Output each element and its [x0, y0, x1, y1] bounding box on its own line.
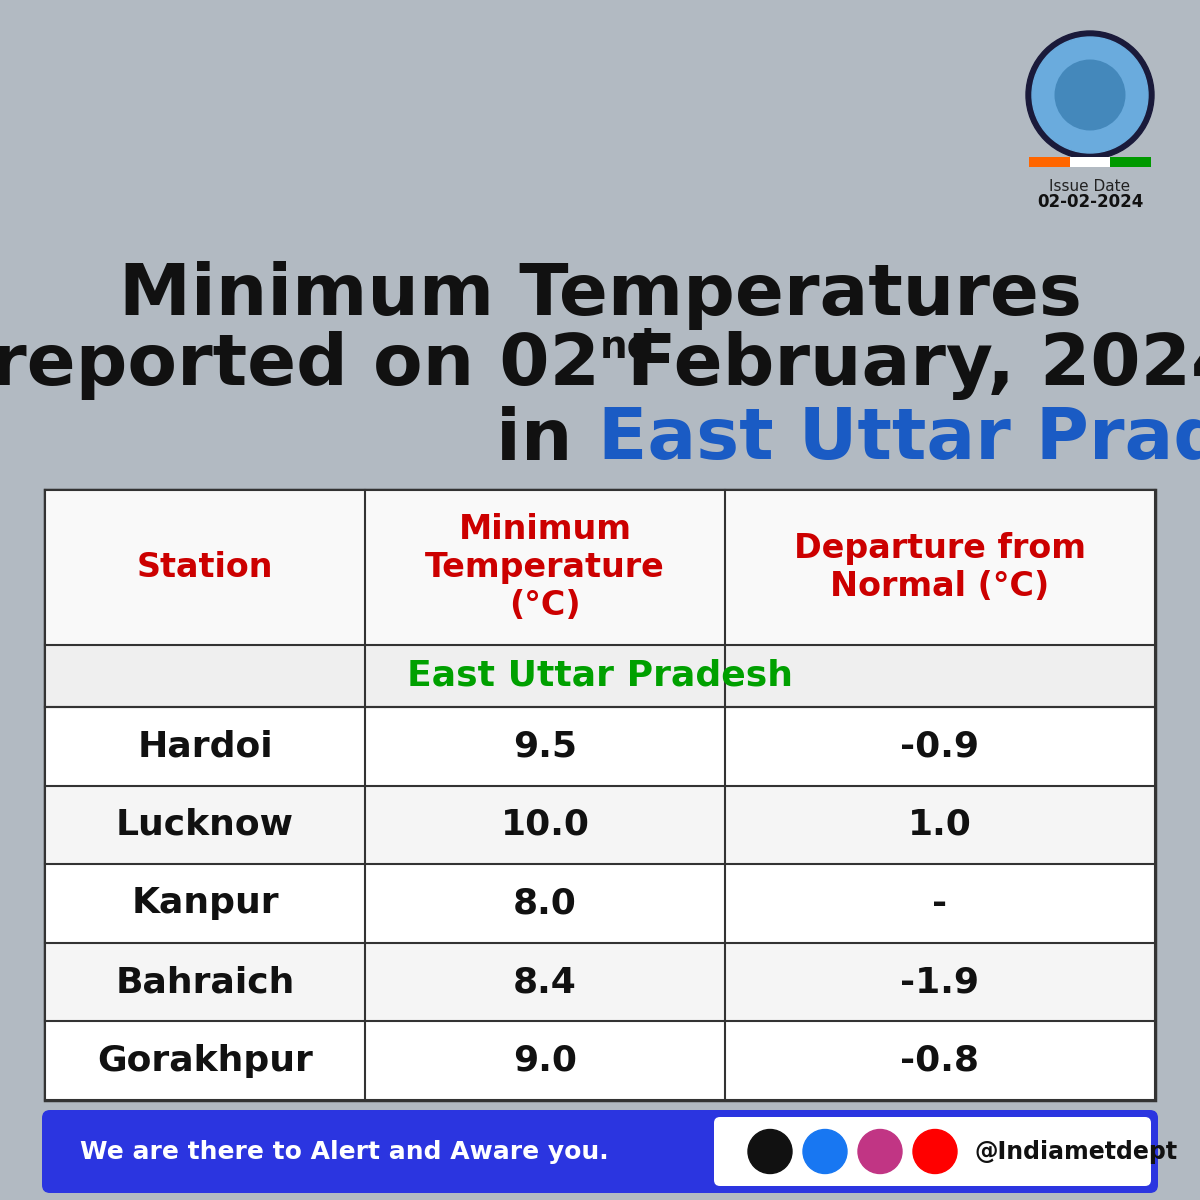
Text: 9.0: 9.0	[514, 1044, 577, 1078]
Text: Kanpur: Kanpur	[131, 887, 278, 920]
Text: Lucknow: Lucknow	[116, 808, 294, 842]
Bar	[1069, 157, 1110, 167]
Text: reported on 02: reported on 02	[0, 330, 600, 400]
Text: reported on 02 February, 2024: reported on 02 February, 2024	[0, 330, 1200, 400]
Text: 8.0: 8.0	[514, 887, 577, 920]
Bar	[46, 707, 1154, 786]
Circle shape	[1026, 31, 1154, 158]
Text: February, 2024: February, 2024	[602, 330, 1200, 400]
Text: nd: nd	[600, 328, 655, 366]
Circle shape	[1055, 60, 1124, 130]
Bar	[46, 490, 1154, 1100]
Text: Issue Date: Issue Date	[1050, 179, 1130, 194]
Circle shape	[913, 1129, 958, 1174]
Text: in East Uttar Pradesh: in East Uttar Pradesh	[164, 406, 1036, 474]
Circle shape	[803, 1129, 847, 1174]
Text: -: -	[932, 887, 948, 920]
Bar	[1110, 157, 1151, 167]
Bar	[46, 1021, 1154, 1100]
Text: @Indiametdept: @Indiametdept	[974, 1140, 1178, 1164]
Circle shape	[1032, 37, 1148, 152]
Text: Departure from
Normal (°C): Departure from Normal (°C)	[794, 532, 1086, 604]
Circle shape	[748, 1129, 792, 1174]
Text: Bahraich: Bahraich	[115, 965, 295, 1000]
Text: East Uttar Pradesh: East Uttar Pradesh	[598, 406, 1200, 474]
Text: 02-02-2024: 02-02-2024	[1037, 193, 1144, 211]
Text: Minimum Temperatures: Minimum Temperatures	[119, 260, 1081, 330]
Text: 9.5: 9.5	[514, 730, 577, 763]
Text: Station: Station	[137, 551, 274, 584]
FancyBboxPatch shape	[42, 1110, 1158, 1193]
Bar	[46, 786, 1154, 864]
Text: 10.0: 10.0	[500, 808, 589, 842]
Text: -0.8: -0.8	[900, 1044, 979, 1078]
Bar	[46, 864, 1154, 943]
Bar	[46, 943, 1154, 1021]
Text: 1.0: 1.0	[908, 808, 972, 842]
Text: 8.4: 8.4	[514, 965, 577, 1000]
Text: We are there to Alert and Aware you.: We are there to Alert and Aware you.	[80, 1140, 608, 1164]
Text: Gorakhpur: Gorakhpur	[97, 1044, 313, 1078]
Text: Minimum
Temperature
(°C): Minimum Temperature (°C)	[425, 512, 665, 622]
Bar	[46, 490, 1154, 646]
Text: -0.9: -0.9	[900, 730, 979, 763]
Circle shape	[858, 1129, 902, 1174]
FancyBboxPatch shape	[714, 1117, 1151, 1186]
Text: -1.9: -1.9	[900, 965, 979, 1000]
Bar	[1030, 157, 1069, 167]
Bar	[46, 646, 1154, 707]
Text: Hardoi: Hardoi	[137, 730, 272, 763]
Text: East Uttar Pradesh: East Uttar Pradesh	[407, 659, 793, 692]
Text: in: in	[497, 406, 598, 474]
